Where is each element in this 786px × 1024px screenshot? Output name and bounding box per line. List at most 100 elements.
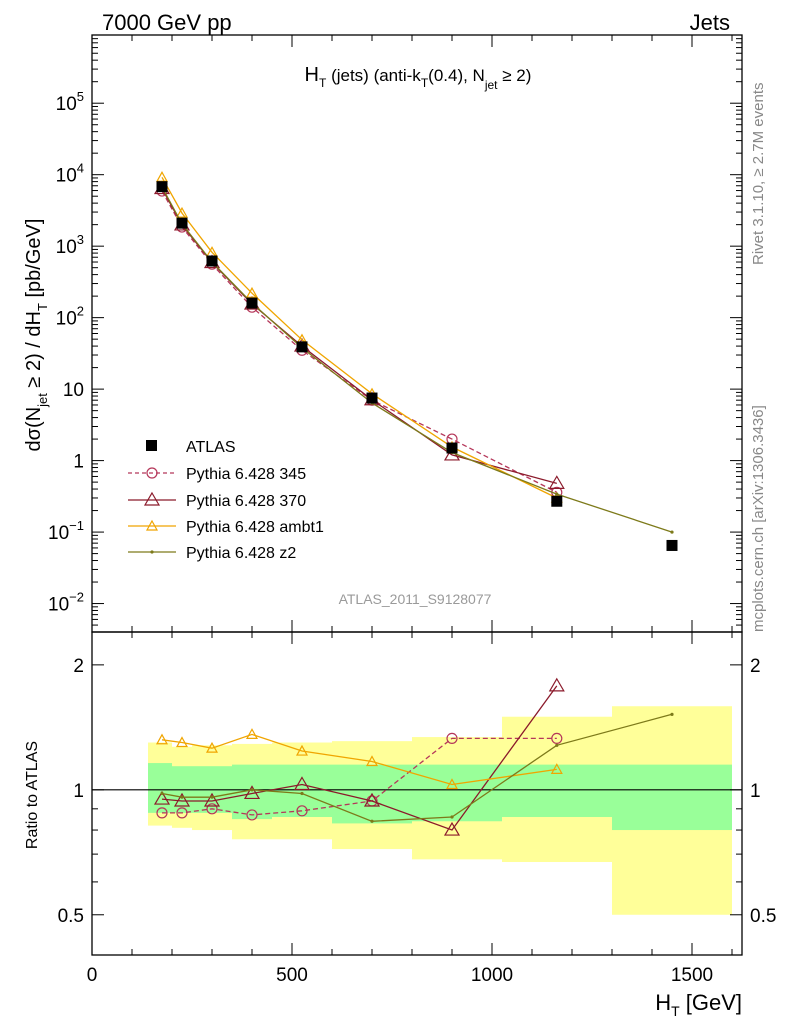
main-title: HT (jets) (anti-kT(0.4), Njet ≥ 2): [305, 64, 532, 92]
ratio-point-pythia-6-428-345-3: [246, 809, 258, 821]
ratio-point-pythia-6-428-ambt1-6: [445, 778, 459, 790]
ratio-point-pythia-6-428-z2-5: [370, 819, 374, 823]
main-point-pythia-6-428-z2-8: [670, 530, 674, 534]
ratio-bands: [148, 706, 732, 915]
main-point-pythia-6-428-z2-7: [555, 492, 559, 496]
ratio-band-green-8: [612, 764, 732, 831]
rivet-label: Rivet 3.1.10, ≥ 2.7M events: [750, 83, 767, 266]
legend-marker-ambt1: [145, 519, 159, 531]
main-point-atlas-5: [366, 392, 378, 404]
main-point-atlas-1: [176, 217, 188, 229]
ratio-point-pythia-6-428-370-0: [153, 790, 171, 805]
main-panel: 10−2 10−1 1 10 102 103 104 105 HT (jets) (anti-…: [23, 34, 743, 633]
main-point-pythia-6-428-ambt1-0: [155, 171, 169, 182]
ratio-y-tick-label-0: 0.5: [58, 906, 84, 927]
ratio-point-pythia-6-428-z2-1: [180, 795, 184, 799]
x-tick-label-0: 0: [87, 965, 98, 986]
energy-label: 7000 GeV pp: [102, 10, 232, 35]
legend-label-ambt1: Pythia 6.428 ambt1: [186, 519, 324, 536]
ratio-point-pythia-6-428-370-7: [548, 677, 565, 692]
main-y-tick-label-3: 10: [63, 380, 84, 401]
main-point-atlas-0: [156, 181, 168, 193]
x-tick-label-1: 500: [276, 965, 308, 986]
main-point-pythia-6-428-ambt1-3: [245, 286, 259, 298]
ratio-point-pythia-6-428-z2-6: [450, 815, 454, 819]
process-label: Jets: [690, 10, 730, 35]
main-point-atlas-2: [206, 255, 218, 267]
main-y-axis-label: dσ(Njet ≥ 2) / dHT [pb/GeV]: [23, 219, 50, 452]
legend: ATLAS Pythia 6.428 345 Pythia 6.428 370 …: [128, 439, 324, 562]
ratio-point-pythia-6-428-z2-2: [210, 795, 214, 799]
mcplots-label: mcplots.cern.ch [arXiv:1306.3436]: [750, 405, 767, 632]
ratio-y-axis-label: Ratio to ATLAS: [24, 741, 41, 849]
ratio-point-pythia-6-428-z2-4: [300, 791, 304, 796]
main-y-tick-label-1: 10−1: [48, 518, 84, 544]
ratio-point-pythia-6-428-z2-7: [555, 743, 559, 747]
ratio-band-green-6: [412, 764, 502, 822]
main-line-pythia-6-428-345: [161, 190, 558, 493]
x-tick-label-2: 1000: [471, 965, 513, 986]
ratio-point-pythia-6-428-345-4: [296, 805, 308, 817]
ratio-data-layer: [92, 677, 742, 836]
legend-label-z2: Pythia 6.428 z2: [186, 545, 296, 562]
main-data-layer: [153, 171, 678, 551]
ratio-point-pythia-6-428-ambt1-2: [205, 741, 219, 753]
main-y-tick-label-2: 1: [73, 452, 84, 473]
ratio-band-green-4: [272, 764, 332, 818]
main-frame: [91, 34, 743, 633]
main-point-atlas-7: [551, 495, 563, 507]
ratio-point-pythia-6-428-z2-0: [160, 791, 164, 796]
ratio-point-pythia-6-428-345-2: [206, 803, 218, 815]
ratio-point-pythia-6-428-ambt1-5: [365, 755, 379, 767]
ratio-line-pythia-6-428-370: [161, 685, 558, 831]
ratio-frame: [91, 631, 743, 956]
analysis-watermark: ATLAS_2011_S9128077: [339, 591, 492, 607]
main-point-atlas-4: [296, 341, 308, 353]
main-point-atlas-8: [666, 539, 678, 551]
legend-marker-z2: [150, 550, 154, 554]
ratio-axes: 0 500 1000 1500 0.5 0.5 1 1 2 2: [58, 631, 776, 986]
ratio-y-tick-label-2: 2: [73, 656, 84, 677]
ratio-point-pythia-6-428-345-7: [551, 732, 563, 745]
x-tick-label-3: 1500: [671, 965, 713, 986]
main-y-tick-label-6: 104: [56, 161, 84, 187]
main-point-pythia-6-428-ambt1-1: [175, 206, 189, 218]
ratio-point-pythia-6-428-345-1: [176, 807, 188, 819]
main-point-atlas-3: [246, 297, 258, 309]
ratio-y-tick-label-1: 1: [73, 781, 84, 802]
ratio-point-pythia-6-428-ambt1-1: [175, 736, 189, 748]
legend-label-345: Pythia 6.428 345: [186, 466, 306, 483]
main-y-tick-label-0: 10−2: [48, 590, 84, 616]
ratio-band-green-7: [502, 764, 612, 818]
ratio-point-pythia-6-428-ambt1-7: [550, 763, 563, 774]
main-y-tick-label-7: 105: [56, 89, 84, 115]
ratio-point-pythia-6-428-370-2: [203, 792, 221, 807]
legend-marker-345: [146, 467, 158, 479]
legend-marker-atlas: [146, 440, 157, 451]
main-y-tick-label-5: 103: [56, 232, 84, 258]
ratio-point-pythia-6-428-ambt1-3: [245, 728, 259, 739]
ratio-y-tick-label-right-1: 1: [750, 781, 761, 802]
ratio-point-pythia-6-428-370-1: [173, 792, 191, 807]
ratio-point-pythia-6-428-345-0: [156, 807, 168, 819]
ratio-point-pythia-6-428-370-5: [363, 792, 381, 807]
ratio-point-pythia-6-428-370-6: [443, 821, 461, 836]
ratio-band-green-0: [148, 763, 172, 813]
ratio-point-pythia-6-428-z2-8: [670, 712, 674, 716]
main-point-atlas-6: [446, 442, 458, 454]
ratio-point-pythia-6-428-345-6: [446, 732, 458, 745]
ratio-point-pythia-6-428-ambt1-0: [155, 733, 169, 745]
ratio-y-tick-label-right-2: 2: [750, 656, 761, 677]
ratio-point-pythia-6-428-z2-3: [250, 788, 254, 792]
ratio-panel: 0 500 1000 1500 0.5 0.5 1 1 2 2 Ratio to ATLAS HT…: [24, 631, 776, 1019]
legend-label-370: Pythia 6.428 370: [186, 493, 306, 510]
ratio-point-pythia-6-428-370-4: [293, 776, 311, 791]
ratio-point-pythia-6-428-ambt1-4: [295, 744, 309, 756]
ratio-point-pythia-6-428-370-3: [243, 785, 261, 800]
legend-marker-370: [143, 491, 161, 506]
main-y-tick-label-4: 102: [56, 304, 84, 330]
main-axes: 10−2 10−1 1 10 102 103 104 105: [48, 34, 743, 633]
main-point-pythia-6-428-370-7: [548, 475, 565, 489]
ratio-line-pythia-6-428-ambt1: [161, 733, 557, 786]
